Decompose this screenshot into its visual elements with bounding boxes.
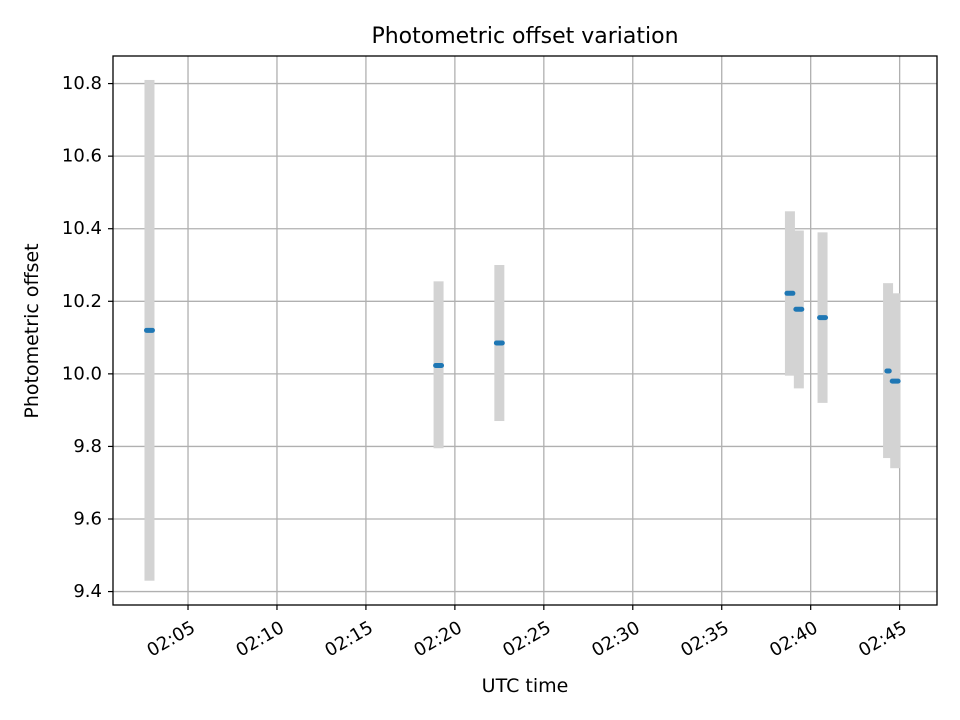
y-tick-label: 9.4 <box>73 581 102 602</box>
plot-frame <box>112 55 938 606</box>
y-tick-label: 10.0 <box>62 363 102 384</box>
x-axis-label: UTC time <box>482 675 569 697</box>
y-tick-label: 9.8 <box>73 436 102 457</box>
y-tick-label: 10.4 <box>62 218 102 239</box>
chart-title: Photometric offset variation <box>371 24 678 49</box>
data-points <box>144 290 901 384</box>
y-tick-label: 10.2 <box>62 291 102 312</box>
y-axis-label: Photometric offset <box>21 243 43 418</box>
y-tick-label: 10.8 <box>62 73 102 94</box>
y-tick-label: 10.6 <box>62 146 102 167</box>
y-tick-label: 9.6 <box>73 509 102 530</box>
